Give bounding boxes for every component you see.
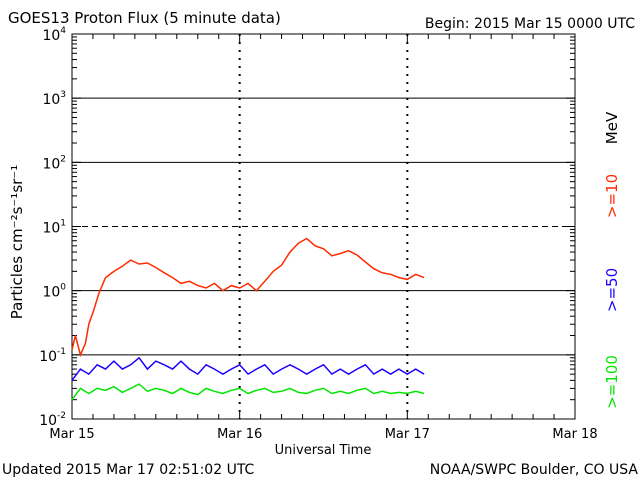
- y-tick-label: 100: [42, 283, 66, 301]
- source-label: NOAA/SWPC Boulder, CO USA: [430, 462, 639, 478]
- y-axis-label: Particles cm⁻²s⁻¹sr⁻¹: [8, 165, 26, 319]
- y-tick-base: 10: [39, 349, 57, 365]
- y-tick-base: 10: [39, 413, 57, 429]
- series-line-0: [71, 237, 425, 358]
- y-tick-exponent: -2: [57, 411, 66, 421]
- y-tick-exponent: 4: [60, 26, 66, 36]
- y-tick-label: 101: [42, 219, 66, 237]
- x-axis-label: Universal Time: [275, 443, 372, 458]
- series-line-2: [71, 383, 425, 401]
- y-tick-exponent: 2: [60, 154, 66, 164]
- grid-layer: [71, 33, 576, 420]
- x-tick-labels: Mar 15 Mar 16 Mar 17 Mar 18: [49, 427, 597, 442]
- y-tick-label: 10-1: [39, 347, 66, 365]
- series-line-1: [71, 356, 425, 381]
- y-tick-label: 103: [42, 90, 66, 108]
- legend: MeV >=10 >=50 >=100: [603, 111, 621, 409]
- y-tick-exponent: -1: [57, 347, 66, 357]
- series-layer: [71, 237, 425, 401]
- y-tick-exponent: 3: [60, 90, 66, 100]
- legend-unit: MeV: [603, 111, 621, 144]
- y-tick-base: 10: [42, 221, 60, 237]
- y-tick-label: 104: [42, 26, 66, 44]
- y-tick-base: 10: [42, 28, 60, 44]
- y-tick-base: 10: [42, 285, 60, 301]
- y-tick-base: 10: [42, 156, 60, 172]
- y-tick-base: 10: [42, 92, 60, 108]
- begin-time-label: Begin: 2015 Mar 15 0000 UTC: [425, 16, 635, 32]
- legend-entry-gt100: >=100: [603, 355, 621, 409]
- updated-timestamp: Updated 2015 Mar 17 02:51:02 UTC: [2, 462, 255, 478]
- y-tick-exponent: 0: [60, 283, 66, 293]
- y-tick-label: 102: [42, 154, 66, 172]
- y-tick-label: 10-2: [39, 411, 66, 429]
- legend-entry-gt50: >=50: [603, 268, 621, 312]
- x-tick-label: Mar 16: [217, 427, 262, 442]
- x-tick-label: Mar 17: [385, 427, 430, 442]
- y-tick-exponent: 1: [60, 219, 66, 229]
- legend-entry-gt10: >=10: [603, 174, 621, 218]
- x-tick-label: Mar 15: [49, 427, 94, 442]
- x-tick-label: Mar 18: [552, 427, 597, 442]
- chart-title: GOES13 Proton Flux (5 minute data): [8, 9, 281, 27]
